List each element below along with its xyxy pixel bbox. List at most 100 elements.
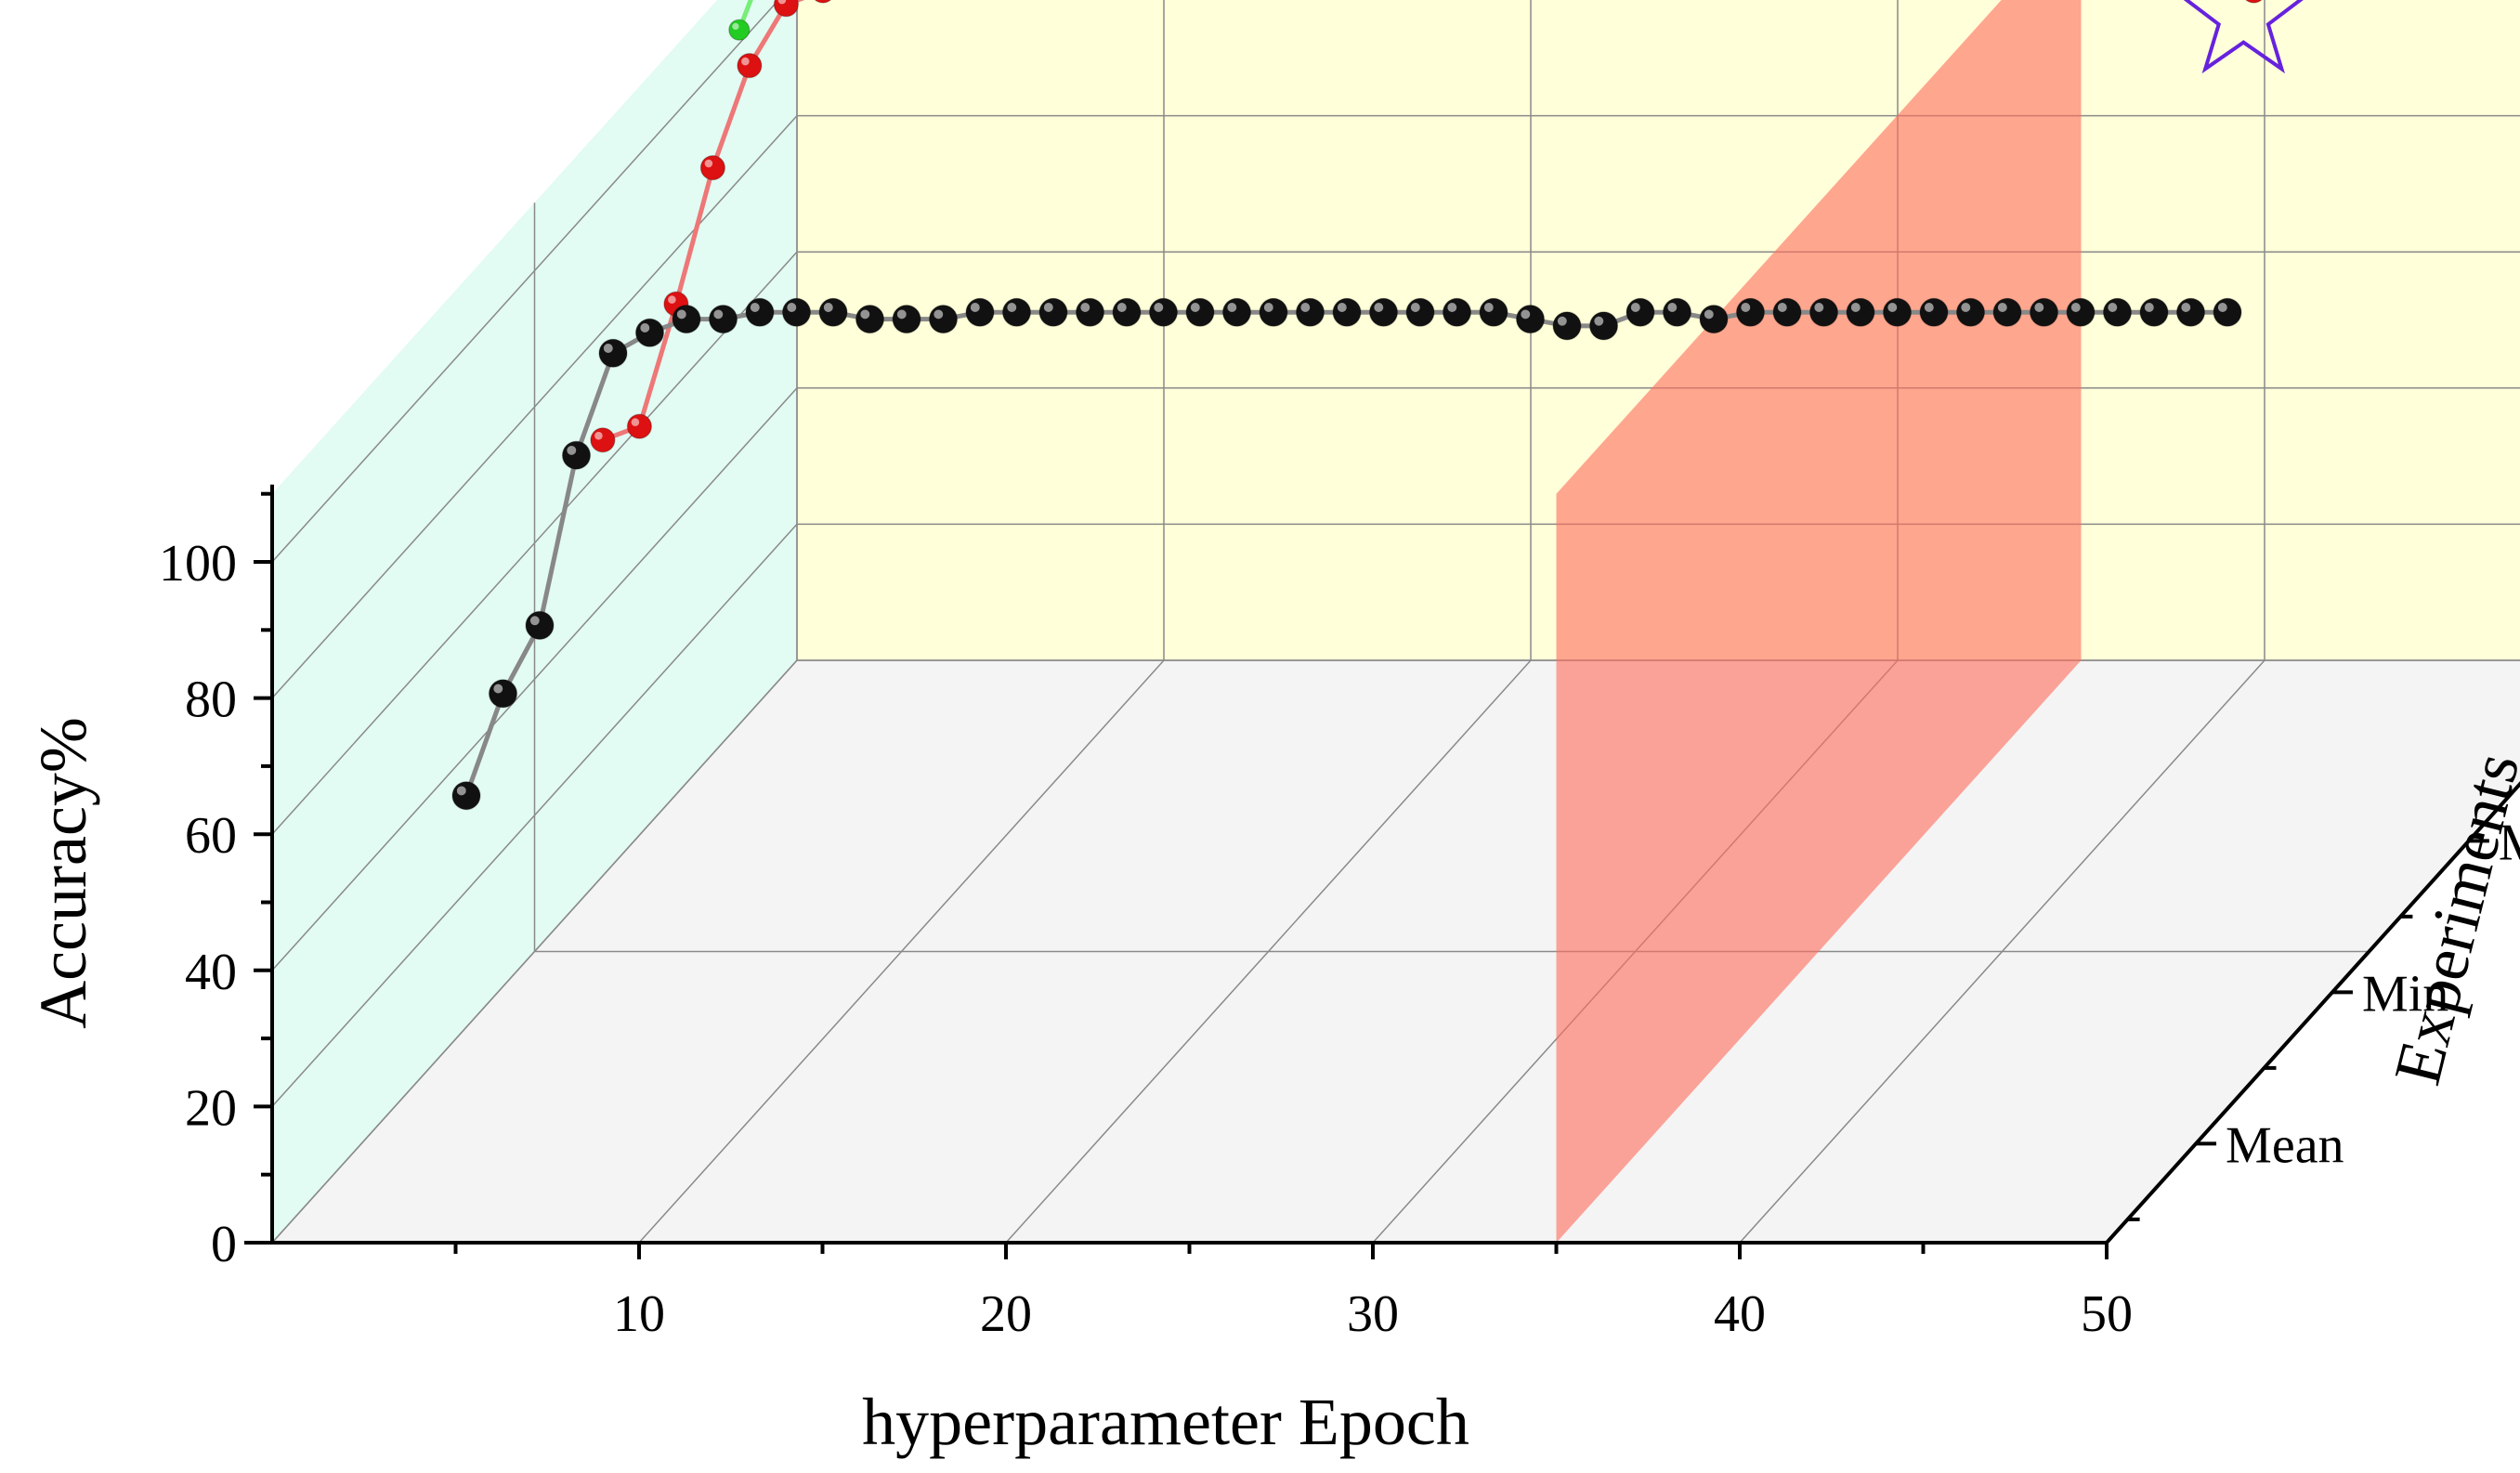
data-point [818, 297, 848, 327]
data-point [1955, 297, 1986, 327]
data-point [2139, 297, 2169, 327]
tick-labels: 10 20 30 40 50 0 20 40 60 80 100 Mean Min Max [159, 535, 2520, 1343]
data-point-highlight [1961, 303, 1971, 312]
data-point-highlight [2108, 303, 2118, 312]
data-point [855, 305, 885, 334]
y-tick-label: 40 [185, 944, 237, 1001]
data-point-highlight [777, 0, 787, 5]
data-point [590, 427, 616, 453]
data-point [699, 155, 726, 181]
y-tick-label: 0 [211, 1216, 237, 1273]
data-point [1772, 297, 1802, 327]
data-point [814, 0, 832, 4]
data-point [965, 297, 995, 327]
data-point [488, 679, 518, 709]
data-point [451, 781, 481, 811]
x-tick-label: 30 [1347, 1285, 1399, 1343]
data-point-highlight [787, 303, 797, 312]
data-point-highlight [1997, 303, 2007, 312]
data-point-highlight [2181, 303, 2191, 312]
data-point-highlight [1704, 309, 1714, 319]
data-point [1992, 297, 2022, 327]
data-point-highlight [1447, 303, 1457, 312]
data-point [708, 305, 738, 334]
data-point-highlight [741, 57, 750, 66]
data-point [737, 52, 763, 79]
data-point [2245, 0, 2263, 4]
data-point [1221, 297, 1252, 327]
series-mean [451, 297, 2242, 811]
data-point-highlight [1043, 303, 1053, 312]
data-point-highlight [2144, 303, 2154, 312]
x-axis-title: hyperparameter Epoch [862, 1385, 1469, 1459]
data-point-highlight [934, 309, 944, 319]
chart-axes [244, 484, 2520, 1259]
data-point-highlight [594, 431, 603, 440]
data-point-highlight [2217, 303, 2227, 312]
data-point [1038, 297, 1068, 327]
data-point [1185, 297, 1215, 327]
data-point [561, 440, 592, 470]
data-point [928, 305, 959, 334]
star-icon [2183, 0, 2304, 74]
data-point [626, 413, 653, 439]
back-wall-pane [797, 0, 2520, 660]
data-point-highlight [1483, 303, 1494, 312]
data-point [1295, 297, 1325, 327]
data-point [781, 297, 812, 327]
x-tick-label: 50 [2081, 1285, 2133, 1343]
data-point [1588, 311, 1619, 341]
data-point [1846, 297, 1875, 327]
data-point-highlight [1227, 303, 1237, 312]
data-point [1112, 297, 1142, 327]
data-point [745, 297, 775, 327]
data-point [1148, 297, 1179, 327]
data-point-highlight [1007, 303, 1017, 312]
data-point [773, 0, 799, 18]
data-point-highlight [1667, 303, 1678, 312]
data-point [1735, 297, 1766, 327]
data-point-highlight [1190, 303, 1200, 312]
data-point-highlight [970, 303, 980, 312]
data-point-highlight [860, 309, 870, 319]
y-tick-label: 80 [185, 671, 237, 729]
data-point-highlight [1080, 303, 1090, 312]
gridline-y [271, 0, 780, 563]
data-point-highlight [2034, 303, 2044, 312]
data-point [1001, 297, 1032, 327]
data-point-highlight [640, 323, 650, 332]
data-point-highlight [750, 303, 760, 312]
data-point [1919, 297, 1949, 327]
data-point-highlight [1741, 303, 1751, 312]
data-point [1405, 297, 1435, 327]
data-point [2102, 297, 2133, 327]
y-tick-label: 100 [159, 535, 237, 593]
data-point [1442, 297, 1472, 327]
data-point [2175, 297, 2206, 327]
data-point-highlight [631, 418, 640, 426]
data-point-highlight [456, 786, 466, 796]
y-tick-label: 60 [185, 807, 237, 865]
data-point [2029, 297, 2059, 327]
data-point-highlight [493, 684, 503, 694]
series-max [728, 0, 753, 41]
data-point-highlight [1850, 303, 1861, 312]
data-point-highlight [1521, 309, 1531, 319]
data-point [1808, 297, 1839, 327]
data-point [2213, 297, 2242, 327]
x-tick-label: 40 [1714, 1285, 1766, 1343]
data-point-highlight [1374, 303, 1384, 312]
data-point [1075, 297, 1105, 327]
y-axis-title: Accuracy% [26, 717, 100, 1029]
data-point-highlight [1410, 303, 1420, 312]
data-point [1515, 305, 1546, 334]
z-axis-line [2105, 781, 2520, 1245]
data-point-highlight [1887, 303, 1898, 312]
data-point [1662, 297, 1692, 327]
chart-series [451, 0, 2263, 811]
data-point-highlight [2070, 303, 2081, 312]
data-point-highlight [1630, 303, 1640, 312]
z-tick-label: Min [2362, 965, 2448, 1023]
data-point [1552, 311, 1582, 341]
data-point-highlight [1814, 303, 1824, 312]
